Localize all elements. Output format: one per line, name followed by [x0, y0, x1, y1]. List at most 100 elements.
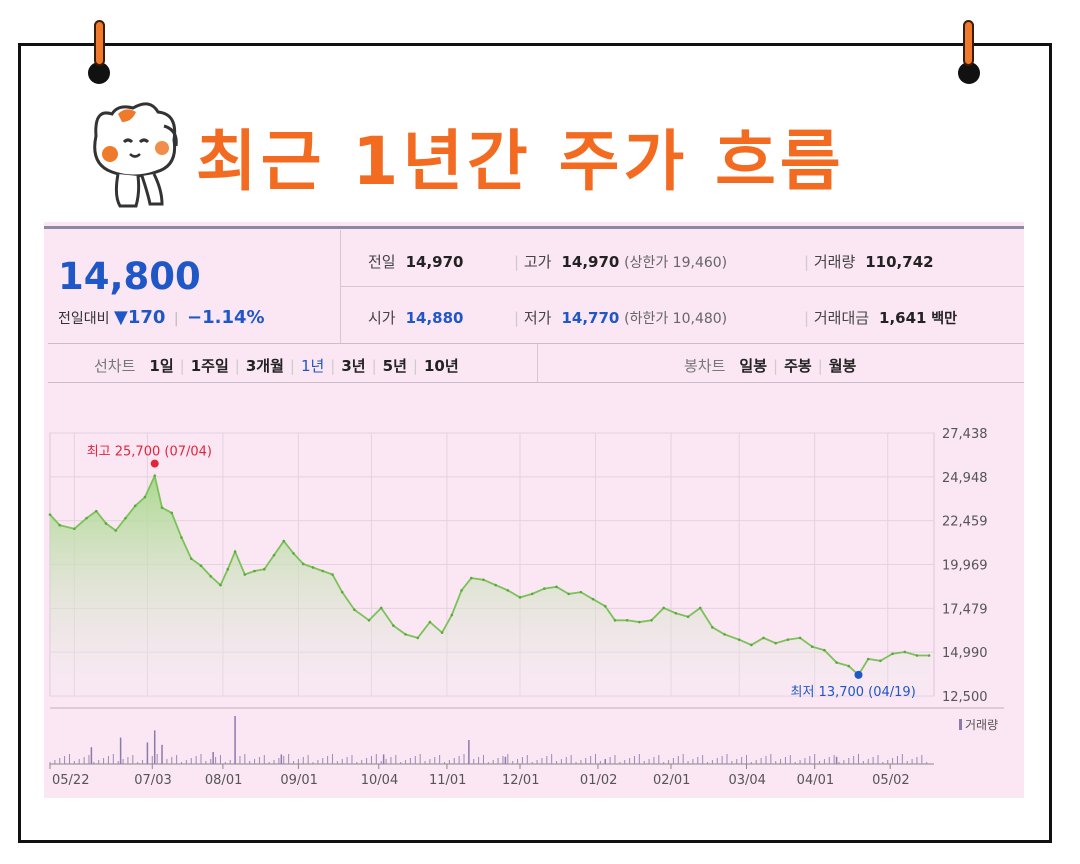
- period-selector: 선차트 1일 | 1주일 | 3개월 | 1년 | 3년 | 5년 | 10년: [94, 357, 459, 375]
- y-tick-label: 17,479: [942, 602, 988, 617]
- pin-left: [94, 20, 105, 66]
- data-point: [506, 589, 510, 592]
- data-point: [591, 597, 595, 601]
- data-point: [404, 633, 407, 636]
- annotation-marker: [150, 459, 159, 468]
- data-point: [927, 654, 931, 657]
- y-tick-label: 12,500: [942, 690, 988, 705]
- data-point: [650, 618, 653, 622]
- data-point: [711, 626, 714, 629]
- data-point: [625, 618, 629, 622]
- prev-close: 전일 14,970: [368, 253, 464, 271]
- data-point: [311, 566, 315, 569]
- chart-type-toolbar: 선차트 1일 | 1주일 | 3개월 | 1년 | 3년 | 5년 | 10년 봉차트 일봉 | 주봉 | 월봉: [48, 343, 1024, 383]
- data-point: [750, 643, 753, 647]
- period-option[interactable]: 1일: [149, 357, 174, 375]
- data-point: [555, 585, 558, 589]
- data-point: [143, 495, 147, 499]
- data-point: [379, 606, 383, 610]
- data-point: [579, 590, 583, 594]
- x-tick-label: 03/04: [728, 773, 765, 788]
- data-point: [847, 664, 851, 668]
- data-point: [199, 564, 203, 568]
- data-point: [879, 659, 882, 663]
- data-point: [160, 506, 164, 509]
- data-point: [48, 513, 52, 516]
- candle-option[interactable]: 일봉: [739, 357, 768, 375]
- data-point: [367, 618, 371, 622]
- x-tick-label: 12/01: [502, 773, 539, 788]
- page-title: 최근 1년간 주가 흐름: [196, 123, 845, 200]
- data-point: [762, 636, 765, 640]
- data-point: [272, 553, 276, 557]
- price-chart: 27,438 24,948 22,459 19,969 17,479 14,990 12,5…: [48, 427, 1004, 788]
- data-point: [85, 516, 88, 520]
- data-point: [301, 562, 305, 566]
- period-option[interactable]: 1주일: [190, 357, 229, 375]
- max-price-label: 최고 25,700 (07/04): [87, 445, 212, 460]
- stock-chart-panel: 14,800 전일대비 ▼170 | −1.14% 전일 14,970 | 고가 1…: [44, 222, 1024, 798]
- data-point: [835, 661, 838, 664]
- data-point: [638, 620, 641, 624]
- period-option[interactable]: 1년: [300, 357, 325, 375]
- data-point: [567, 592, 571, 596]
- data-point: [331, 573, 334, 576]
- data-point: [543, 587, 546, 590]
- change-value: ▼170: [113, 307, 166, 328]
- change-label: 전일대비: [58, 311, 110, 327]
- data-point: [866, 657, 870, 661]
- day-low: | 저가 14,770 (하한가 10,480): [514, 309, 728, 327]
- data-point: [353, 608, 356, 612]
- data-point: [133, 504, 137, 508]
- x-tick-label: 05/22: [52, 773, 89, 788]
- candle-option[interactable]: 월봉: [828, 357, 857, 375]
- data-point: [823, 648, 826, 652]
- data-point: [292, 552, 295, 555]
- data-point: [915, 654, 919, 657]
- data-point: [613, 618, 617, 622]
- data-point: [114, 529, 118, 532]
- data-point: [482, 578, 485, 582]
- data-point: [494, 583, 497, 587]
- x-tick-label: 01/02: [580, 773, 617, 788]
- data-point: [170, 511, 174, 515]
- data-point: [189, 557, 193, 560]
- data-point: [798, 636, 802, 640]
- x-tick-label: 10/04: [361, 773, 398, 788]
- data-point: [94, 509, 98, 513]
- quote-summary: 14,800 전일대비 ▼170 | −1.14% 전일 14,970 | 고가 1…: [48, 230, 1024, 343]
- volume: | 거래량 110,742: [804, 253, 934, 271]
- period-option[interactable]: 3개월: [245, 357, 284, 375]
- y-tick-label: 24,948: [942, 471, 988, 486]
- data-point: [903, 650, 907, 654]
- x-tick-label: 04/01: [797, 773, 834, 788]
- data-point: [219, 583, 222, 587]
- data-point: [440, 631, 444, 634]
- data-point: [243, 573, 247, 576]
- data-point: [686, 615, 690, 619]
- candle-option[interactable]: 주봉: [784, 357, 812, 375]
- data-point: [263, 567, 266, 571]
- period-option[interactable]: 5년: [382, 357, 407, 375]
- x-tick-label: 09/01: [280, 773, 317, 788]
- cat-mascot-icon: [93, 102, 178, 208]
- x-tick-label: 02/01: [653, 773, 690, 788]
- data-point: [104, 522, 108, 525]
- current-price: 14,800: [58, 255, 201, 298]
- data-point: [450, 613, 454, 617]
- candle-selector: 봉차트 일봉 | 주봉 | 월봉: [684, 357, 857, 375]
- panel-top-border: [44, 226, 1024, 229]
- volume-legend-swatch: [959, 719, 962, 730]
- data-point: [253, 569, 256, 573]
- period-option[interactable]: 3년: [341, 357, 366, 375]
- data-point: [891, 652, 894, 656]
- period-option[interactable]: 10년: [423, 357, 459, 375]
- data-point: [810, 645, 814, 649]
- data-point: [786, 638, 790, 641]
- x-tick-label: 07/03: [134, 773, 171, 788]
- data-point: [674, 611, 678, 615]
- change-percent: −1.14%: [187, 307, 265, 328]
- data-point: [698, 606, 702, 610]
- data-point: [73, 527, 76, 531]
- data-point: [392, 624, 395, 627]
